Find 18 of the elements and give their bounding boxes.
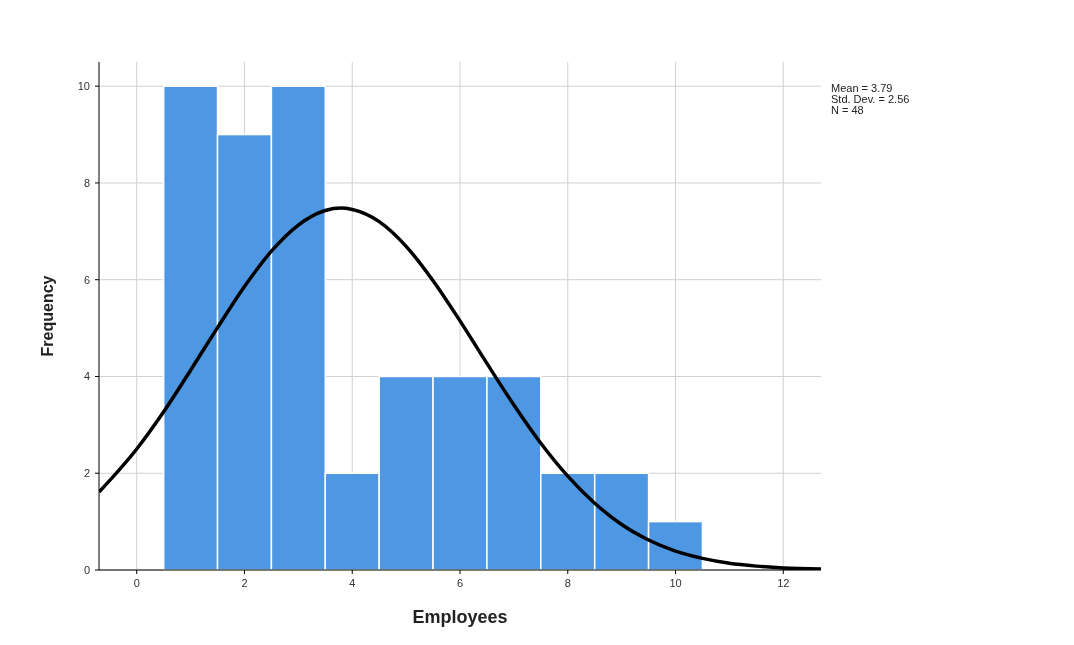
text: Std. Dev. = 2.56 (831, 93, 910, 105)
x-tick-label: 8 (564, 577, 571, 589)
y-tick-label: 10 (77, 80, 90, 93)
x-tick-label: 10 (669, 577, 682, 589)
y-tick-label: 4 (83, 370, 90, 383)
x-tick-label: 6 (456, 577, 464, 589)
y-axis-title: Frequency (39, 275, 56, 357)
x-axis-title: Employees (412, 607, 508, 627)
x-tick-label: 0 (133, 577, 140, 589)
x-tick-label: 12 (777, 577, 790, 589)
text: Mean = 3.79 (831, 82, 893, 94)
text: N = 48 (831, 104, 864, 116)
y-tick-label: 8 (83, 176, 90, 189)
x-tick-label: 4 (349, 577, 356, 589)
x-tick-label: 2 (241, 577, 248, 589)
y-tick-label: 0 (83, 564, 90, 576)
y-tick-label: 6 (83, 273, 90, 286)
y-tick-label: 2 (83, 467, 90, 480)
